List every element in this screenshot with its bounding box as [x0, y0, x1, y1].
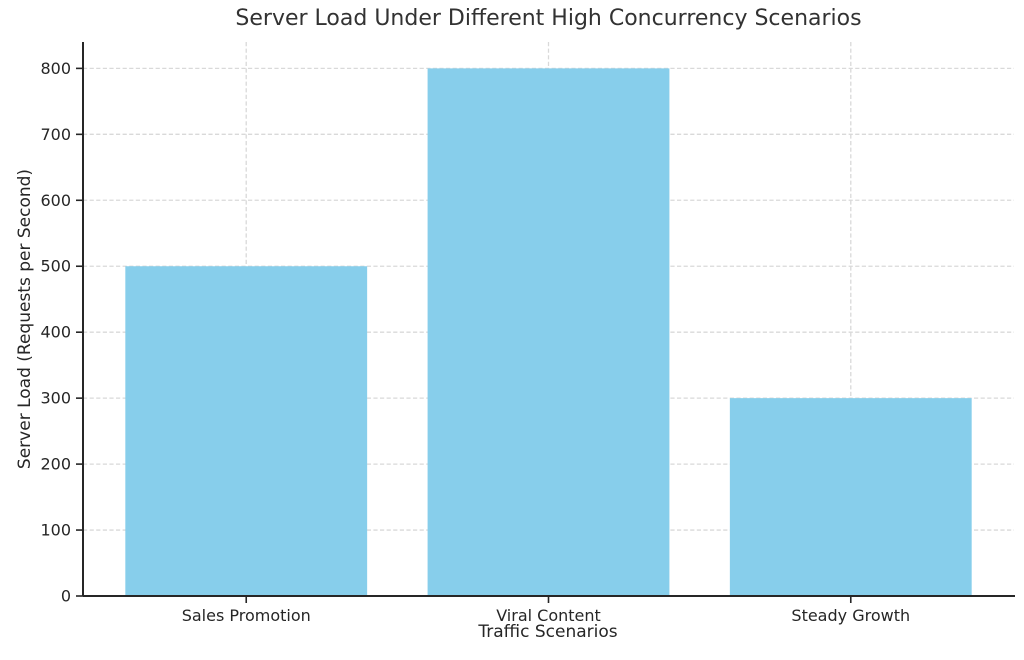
y-tick-label-500: 500 — [40, 257, 71, 276]
x-tick-label-sales-promotion: Sales Promotion — [182, 606, 311, 625]
bar-viral-content — [427, 68, 670, 596]
bar-steady-growth — [729, 398, 972, 596]
y-tick-label-200: 200 — [40, 455, 71, 474]
y-tick-label-100: 100 — [40, 521, 71, 540]
y-tick-label-400: 400 — [40, 323, 71, 342]
x-tick-label-viral-content: Viral Content — [496, 606, 601, 625]
y-tick-label-800: 800 — [40, 59, 71, 78]
x-axis-label: Traffic Scenarios — [478, 622, 618, 642]
y-tick-label-0: 0 — [61, 587, 71, 606]
y-tick-label-600: 600 — [40, 191, 71, 210]
x-tick-label-steady-growth: Steady Growth — [791, 606, 910, 625]
chart-title: Server Load Under Different High Concurr… — [235, 6, 862, 31]
y-tick-label-300: 300 — [40, 389, 71, 408]
bar-sales-promotion — [125, 266, 368, 596]
y-tick-label-700: 700 — [40, 125, 71, 144]
